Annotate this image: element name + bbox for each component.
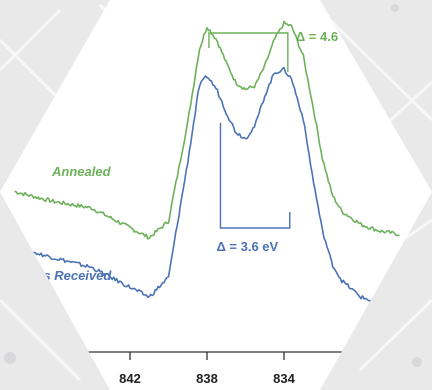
delta-label: Δ = 3.6 eV [216, 239, 278, 254]
series-label-annealed: Annealed [51, 164, 112, 179]
series-line-as-received [14, 66, 400, 308]
x-tick-label-838: 838 [196, 371, 218, 386]
delta-annotation-as-received: Δ = 3.6 eV [216, 123, 291, 254]
delta-bracket [208, 32, 289, 72]
x-tick-label-842: 842 [119, 371, 141, 386]
delta-label: Δ = 4.6 [296, 29, 338, 44]
delta-bracket [219, 123, 291, 229]
x-tick-label-834: 834 [273, 371, 295, 386]
series-line-annealed [14, 20, 400, 240]
series-label-as-received: As Received [33, 268, 112, 283]
delta-annotation-annealed: Δ = 4.6 [208, 29, 338, 72]
